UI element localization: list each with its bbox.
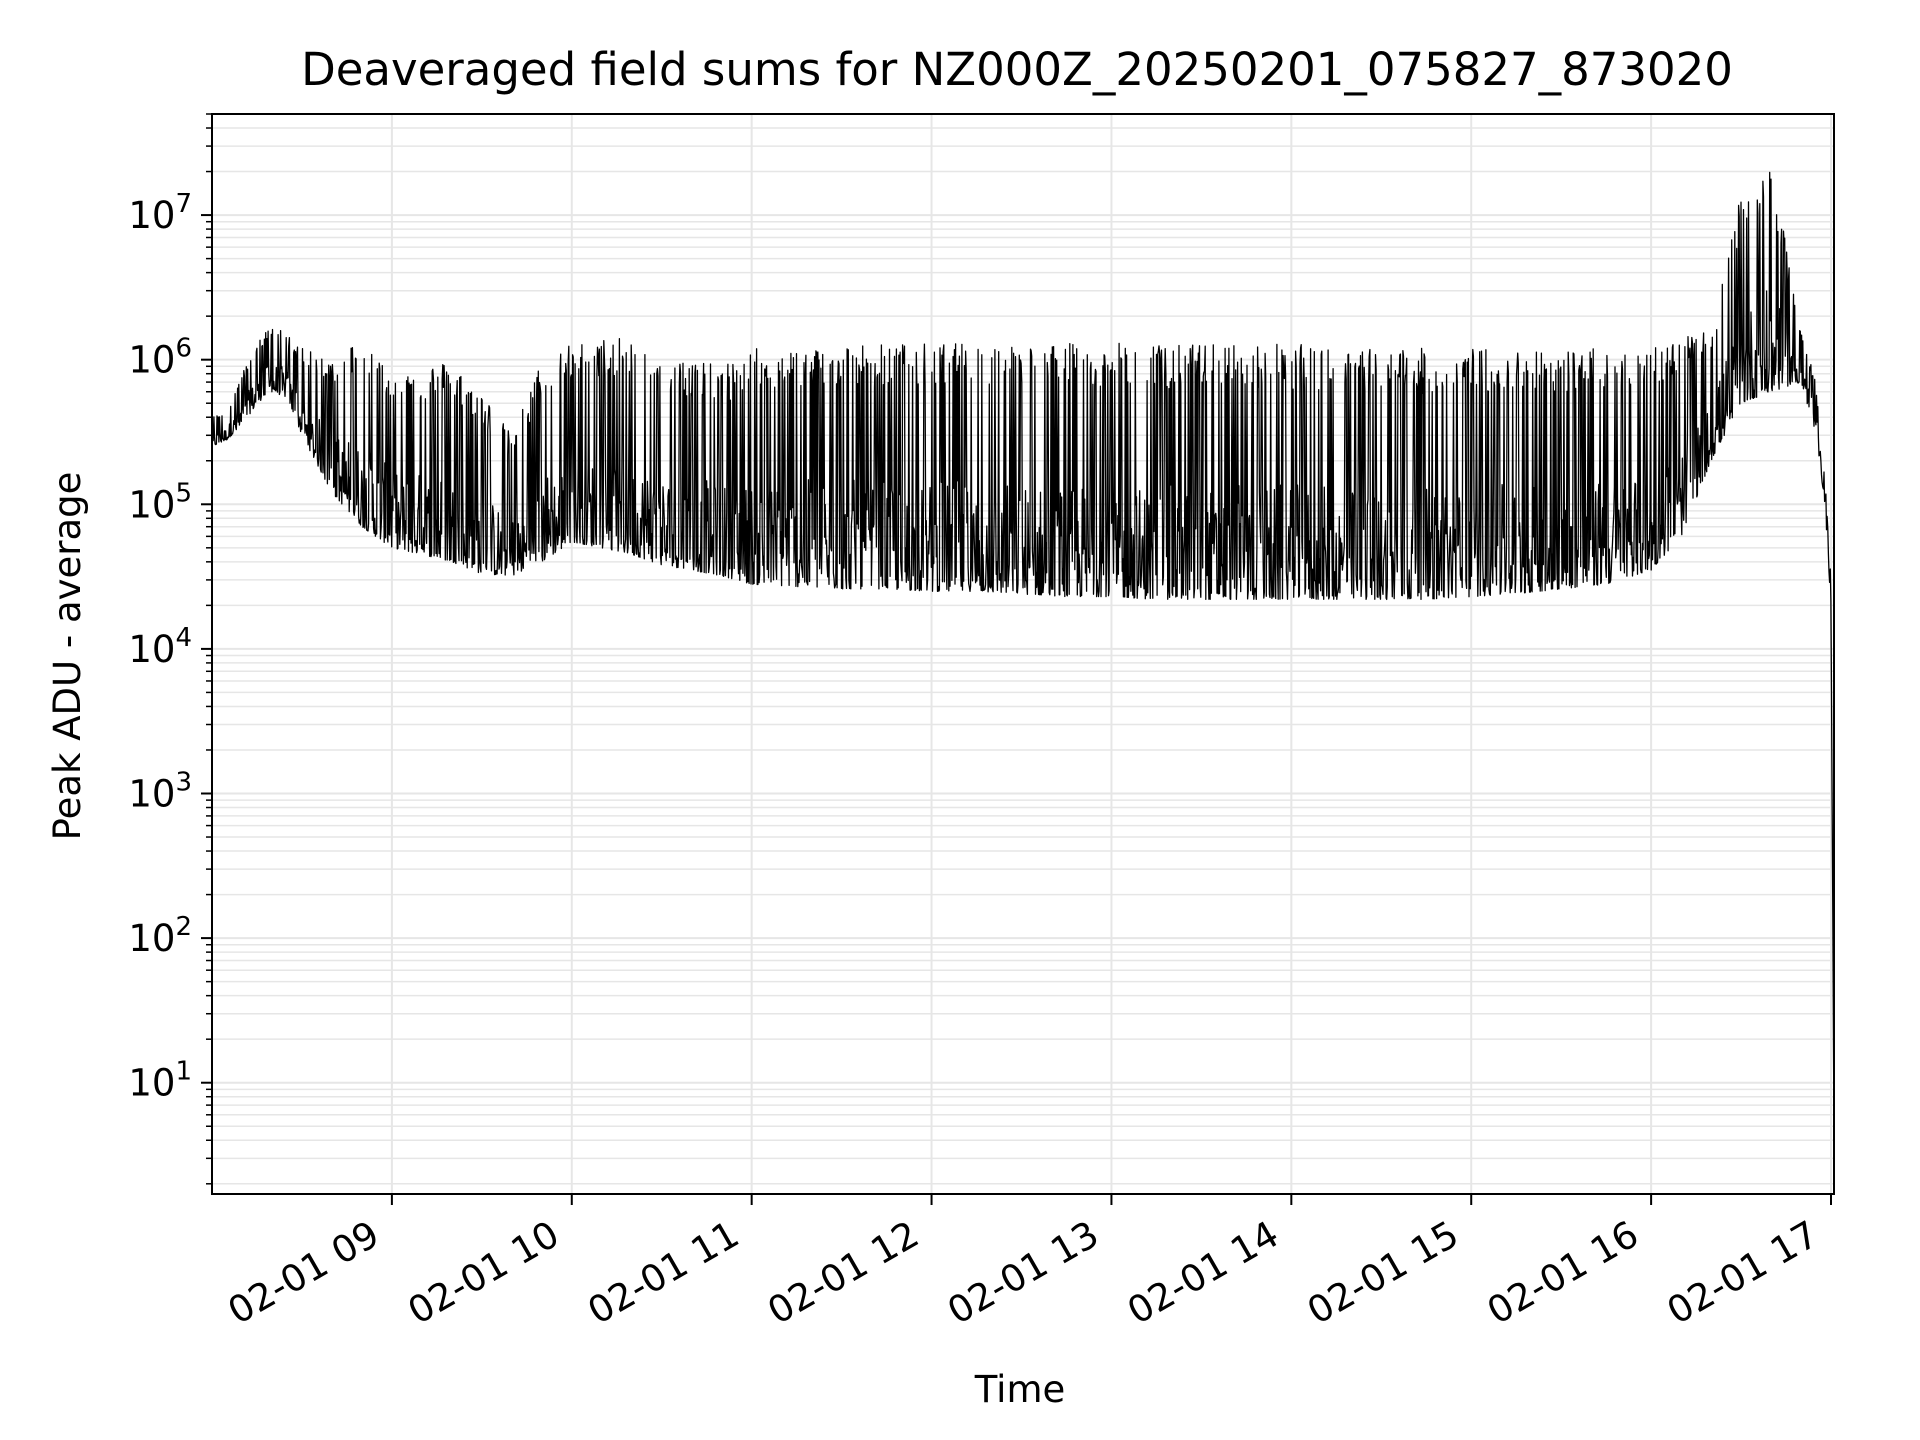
y-tick-label-exponent: 7 <box>175 189 192 219</box>
y-tick-label-base: 10 <box>128 628 175 671</box>
y-tick-label-exponent: 3 <box>175 768 192 798</box>
y-tick-label-base: 10 <box>128 194 175 237</box>
y-tick-label-base: 10 <box>128 483 175 526</box>
plot-area-frame <box>211 113 1835 1195</box>
y-tick-label-base: 10 <box>128 773 175 816</box>
y-tick-label: 107 <box>128 189 192 237</box>
y-tick-label-exponent: 5 <box>175 478 192 508</box>
y-tick-label-exponent: 6 <box>175 334 192 364</box>
y-tick-label: 102 <box>128 912 192 960</box>
y-tick-label: 104 <box>128 623 192 671</box>
y-tick-label-base: 10 <box>128 339 175 382</box>
y-tick-label-exponent: 4 <box>175 623 192 653</box>
y-axis-label: Peak ADU - average <box>46 472 89 841</box>
y-tick-label-base: 10 <box>128 917 175 960</box>
x-axis-label: Time <box>974 1368 1066 1411</box>
y-tick-label-exponent: 2 <box>175 912 192 942</box>
y-tick-label: 106 <box>128 334 192 382</box>
y-tick-label: 103 <box>128 768 192 816</box>
series-line <box>211 171 1835 1141</box>
y-tick-label: 101 <box>128 1057 192 1105</box>
major-gridlines <box>212 114 1834 1194</box>
y-tick-label-base: 10 <box>128 1062 175 1105</box>
chart-title: Deaveraged field sums for NZ000Z_2025020… <box>301 43 1733 96</box>
y-tick-label-exponent: 1 <box>175 1057 192 1087</box>
y-tick-label: 105 <box>128 478 192 526</box>
series-layer <box>211 171 1835 1141</box>
